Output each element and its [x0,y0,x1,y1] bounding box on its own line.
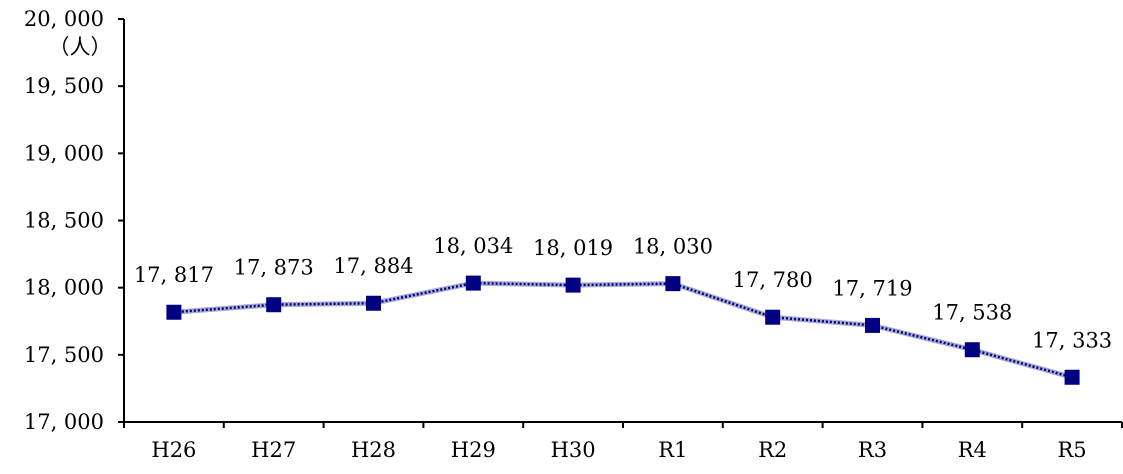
data-label: 17, 780 [733,268,813,292]
y-tick-label: 18, 500 [24,209,104,233]
x-tick-label: R5 [1058,438,1087,462]
data-label: 17, 884 [333,254,413,278]
y-unit-label: （人） [49,35,112,59]
data-point-marker [565,277,581,293]
data-point-marker [1064,369,1080,385]
x-tick-label: H27 [251,438,296,462]
data-point-marker [366,295,381,311]
data-point-marker [166,304,182,320]
x-tick-label: H26 [151,438,196,462]
data-point-marker [765,309,781,325]
x-tick-label: R2 [758,438,787,462]
data-point-marker [665,276,681,292]
labels-layer: 17, 817 17, 873 17, 884 18, 034 18, 019 18, 0… [134,234,1112,352]
y-tick-label: 19, 500 [24,74,104,98]
x-tick-label: H29 [451,438,496,462]
data-label: 18, 019 [533,236,613,260]
axes-layer: 17, 000 17, 500 18, 000 18, 500 19, 000 19, 5… [24,7,1123,462]
data-label: 18, 030 [633,235,713,259]
y-tick-label: 19, 000 [24,141,104,165]
x-tick-label: R4 [958,438,987,462]
data-label: 18, 034 [433,234,513,258]
series-layer [166,275,1080,385]
series-line-band [173,280,1073,380]
data-label: 17, 719 [832,276,912,300]
series-line [173,281,1073,379]
data-label: 17, 873 [234,256,314,280]
x-tick-label: R3 [858,438,887,462]
y-tick-label: 18, 000 [24,276,104,300]
data-point-marker [964,342,980,358]
data-point-marker [865,317,880,333]
y-tick-label: 17, 500 [24,343,104,367]
y-tick-label: 17, 000 [24,410,104,434]
data-label: 17, 817 [134,263,214,287]
x-tick-label: R1 [658,438,687,462]
data-point-marker [465,275,481,291]
y-tick-label: 20, 000 [24,7,104,31]
data-label: 17, 333 [1032,328,1112,352]
data-point-marker [266,297,282,313]
x-tick-label: H30 [551,438,596,462]
data-label: 17, 538 [932,301,1012,325]
x-tick-label: H28 [351,438,396,462]
